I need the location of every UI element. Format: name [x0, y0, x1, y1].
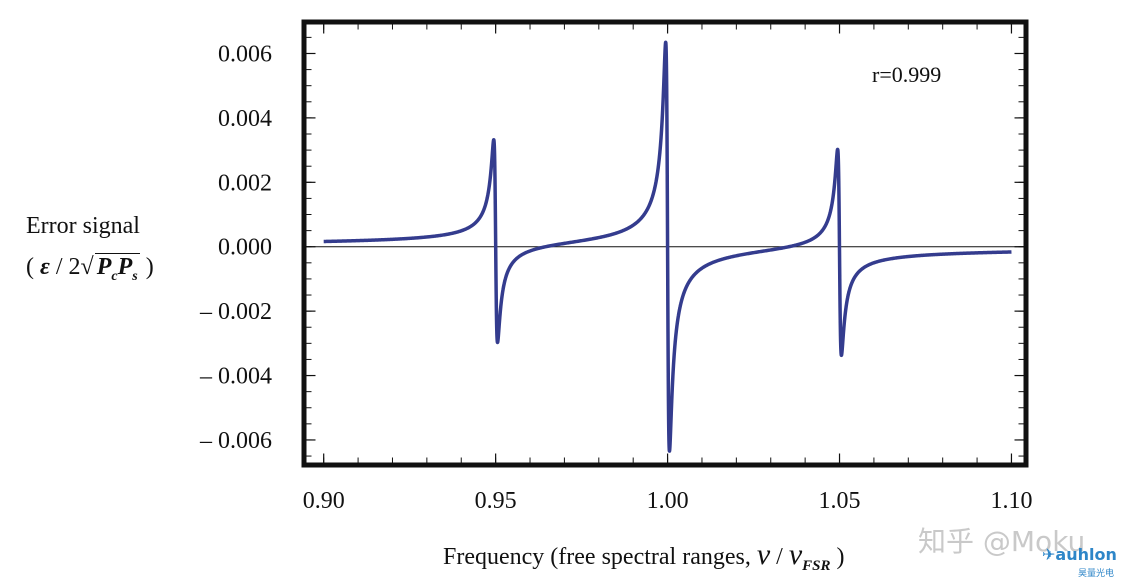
formula-paren-open: ( [26, 254, 34, 280]
x-tick-labels: 0.90 0.95 1.00 1.05 1.10 [303, 488, 1033, 514]
y-tick-label: – 0.004 [199, 364, 272, 390]
formula-sub-c: c [111, 268, 118, 284]
plane-icon: ✈ [1042, 545, 1056, 564]
plot-frame [301, 19, 1029, 468]
x-axis-slash: / [776, 544, 783, 570]
y-tick-label: – 0.006 [199, 428, 272, 454]
y-axis-formula: ( ε / 2√ PcPs ) [26, 253, 154, 285]
x-axis-fsr-sub: FSR [802, 557, 831, 574]
sqrt-icon: √ [80, 254, 94, 280]
y-tick-label: 0.002 [218, 170, 272, 196]
x-ticks [323, 24, 1013, 463]
y-tick-label: 0.004 [218, 106, 272, 132]
brand-name: auhlon [1055, 545, 1117, 564]
x-axis-label: Frequency (free spectral ranges, ν / νFS… [443, 538, 845, 575]
y-axis-label: Error signal [26, 213, 140, 239]
brand-logo: ✈auhlon [1042, 545, 1117, 564]
formula-paren-close: ) [145, 254, 154, 280]
series-line [322, 40, 1013, 453]
x-axis-nu: ν [756, 538, 771, 571]
formula-p-s: P [117, 254, 133, 280]
x-axis-paren-close: ) [836, 544, 845, 570]
formula-two: 2 [68, 254, 81, 280]
x-axis-label-text: Frequency (free spectral ranges, [443, 544, 751, 570]
x-tick-label: 1.00 [647, 488, 689, 514]
y-tick-label: 0.000 [218, 235, 272, 261]
formula-radicand: PcPs [94, 253, 140, 285]
annotation-r: r=0.999 [872, 62, 942, 87]
formula-sub-s: s [132, 268, 138, 284]
x-tick-label: 0.95 [475, 488, 517, 514]
x-tick-label: 1.10 [990, 488, 1032, 514]
x-tick-label: 1.05 [819, 488, 861, 514]
formula-p-c: P [96, 254, 112, 280]
formula-epsilon: ε [40, 254, 50, 280]
brand-subtitle: 昊量光电 [1078, 569, 1115, 579]
x-axis-nu-fsr: ν [788, 538, 803, 571]
y-tick-labels: 0.006 0.004 0.002 0.000 – 0.002 – 0.004 – 0.00… [199, 41, 272, 453]
y-tick-label: 0.006 [218, 41, 272, 67]
x-tick-label: 0.90 [303, 488, 345, 514]
watermark: 知乎 @Moku [918, 525, 1086, 558]
y-tick-label: – 0.002 [199, 299, 272, 325]
formula-divide: / [55, 254, 63, 280]
